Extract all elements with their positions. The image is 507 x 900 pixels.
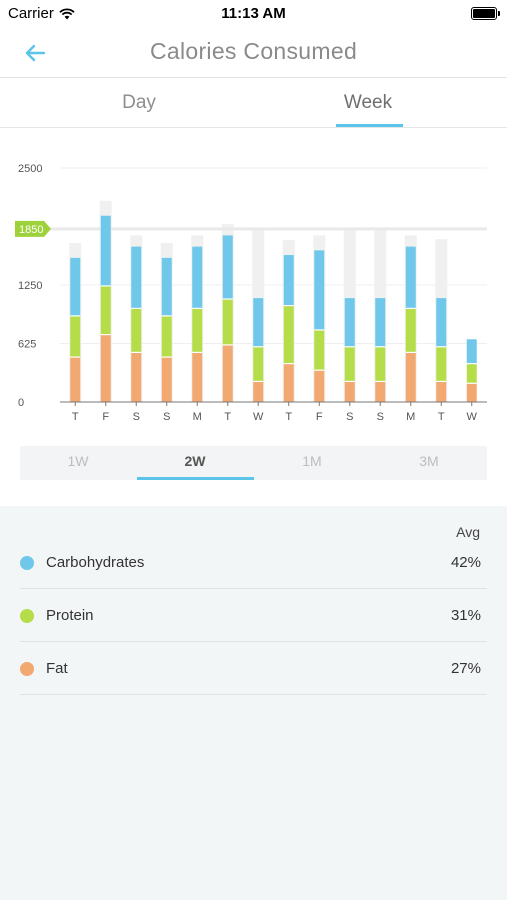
status-bar: Carrier 11:13 AM <box>0 0 507 28</box>
bar-segment-protein <box>192 308 203 353</box>
bar-segment-protein <box>375 346 386 382</box>
x-tick-label: M <box>406 411 415 423</box>
protein-dot-icon <box>20 609 34 623</box>
x-tick-label: S <box>133 411 140 423</box>
x-tick-label: T <box>285 411 292 423</box>
bar-segment-carbohydrates <box>405 246 416 309</box>
bar-segment-fat <box>405 352 416 402</box>
x-tick-label: M <box>193 411 202 423</box>
legend-value: 42% <box>450 554 481 571</box>
bar-segment-protein <box>131 308 142 353</box>
legend-value: 27% <box>450 660 481 677</box>
bar-segment-carbohydrates <box>222 235 233 300</box>
bar-segment-carbohydrates <box>70 257 81 316</box>
range-tab-2w[interactable]: 2W <box>184 453 206 469</box>
back-arrow-icon <box>25 44 46 62</box>
bar-segment-fat <box>375 381 386 402</box>
selected-tab-indicator <box>336 124 403 127</box>
x-tick-label: S <box>163 411 170 423</box>
page-title: Calories Consumed <box>149 38 358 64</box>
range-tab-1m[interactable]: 1M <box>302 453 322 469</box>
back-button[interactable] <box>20 40 50 66</box>
bar-segment-carbohydrates <box>283 255 294 306</box>
x-tick-label: T <box>438 411 445 423</box>
bar-segment-fat <box>344 381 355 402</box>
bar-segment-fat <box>436 381 447 402</box>
bar-segment-fat <box>466 383 477 402</box>
legend-label: Protein <box>46 607 94 624</box>
x-tick-label: S <box>346 411 353 423</box>
macro-legend-panel: Avg Carbohydrates 42% Protein 31% Fat 27… <box>0 506 507 900</box>
range-tab-3m[interactable]: 3M <box>419 453 439 469</box>
y-tick-label: 2500 <box>18 163 42 175</box>
bar-segment-carbohydrates <box>253 298 264 347</box>
bar-segment-fat <box>100 334 111 402</box>
tab-day[interactable]: Day <box>122 92 156 113</box>
status-time: 11:13 AM <box>221 5 286 22</box>
selected-range-indicator <box>137 477 254 480</box>
bar-segment-carbohydrates <box>466 339 477 364</box>
fat-dot-icon <box>20 662 34 676</box>
x-tick-label: T <box>72 411 79 423</box>
x-tick-label: W <box>253 411 264 423</box>
legend-row-protein: Protein 31% <box>20 589 487 642</box>
bar-segment-protein <box>161 315 172 358</box>
tab-week[interactable]: Week <box>343 92 393 113</box>
avg-column-header: Avg <box>456 524 480 540</box>
y-tick-label: 625 <box>18 339 36 351</box>
bar-segment-fat <box>70 357 81 402</box>
carbohydrates-dot-icon <box>20 556 34 570</box>
target-label: 1850 <box>19 224 43 236</box>
target-badge <box>15 220 51 237</box>
bar-segment-protein <box>314 329 325 371</box>
range-selector: 1W 2W 1M 3M <box>20 446 487 480</box>
bar-segment-fat <box>131 352 142 402</box>
bar-segment-protein <box>405 308 416 353</box>
wifi-icon <box>59 7 75 19</box>
bar-segment-fat <box>222 344 233 402</box>
bar-segment-carbohydrates <box>344 298 355 347</box>
y-tick-label: 1250 <box>18 280 42 292</box>
legend-row-fat: Fat 27% <box>20 642 487 695</box>
bar-segment-fat <box>283 363 294 402</box>
bar-segment-carbohydrates <box>100 215 111 286</box>
legend-label: Carbohydrates <box>46 554 145 571</box>
bar-segment-protein <box>222 299 233 345</box>
bar-segment-carbohydrates <box>131 246 142 309</box>
legend-value: 31% <box>450 607 481 624</box>
bar-segment-protein <box>466 363 477 384</box>
bar-segment-protein <box>100 285 111 335</box>
bar-segment-fat <box>253 381 264 402</box>
calorie-bar-chart: 0 625 1250 2500 1850 T F S S M T W T F S S M T W <box>15 163 487 423</box>
bar-segment-carbohydrates <box>314 250 325 330</box>
carrier-status: Carrier <box>8 5 75 22</box>
y-tick-label: 0 <box>18 397 24 409</box>
bar-segment-fat <box>161 357 172 402</box>
legend-row-carbohydrates: Carbohydrates 42% <box>20 536 487 589</box>
bar-segment-carbohydrates <box>161 257 172 316</box>
x-tick-label: T <box>224 411 231 423</box>
bar-segment-carbohydrates <box>375 298 386 347</box>
nav-bar: Calories Consumed <box>0 28 507 78</box>
period-segment-control: Day Week <box>0 80 507 128</box>
bar-segment-carbohydrates <box>436 298 447 347</box>
bar-segment-protein <box>436 346 447 382</box>
bar-segment-carbohydrates <box>192 246 203 309</box>
bar-segment-protein <box>283 305 294 364</box>
bar-segment-protein <box>344 346 355 382</box>
range-tab-1w[interactable]: 1W <box>67 453 89 469</box>
battery-icon <box>471 7 500 20</box>
x-tick-label: S <box>377 411 384 423</box>
x-tick-label: F <box>316 411 323 423</box>
bar-segment-protein <box>70 315 81 358</box>
carrier-label: Carrier <box>8 5 54 22</box>
bar-segment-fat <box>314 370 325 402</box>
x-tick-label: W <box>467 411 478 423</box>
x-tick-label: F <box>102 411 109 423</box>
bar-segment-protein <box>253 346 264 382</box>
bar-segment-fat <box>192 352 203 402</box>
legend-label: Fat <box>46 660 68 677</box>
